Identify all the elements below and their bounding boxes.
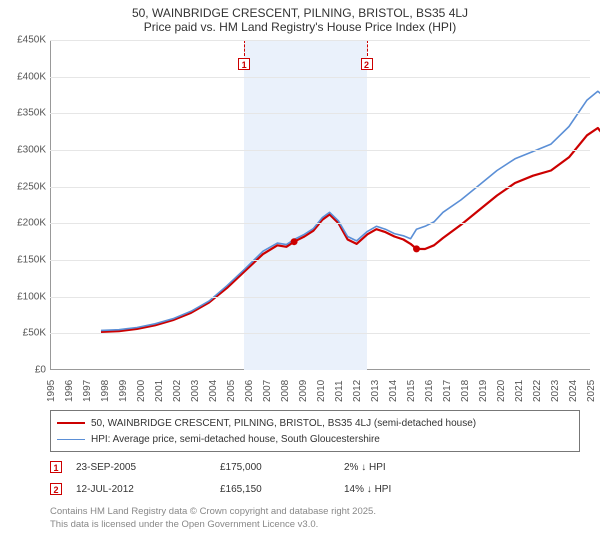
sale-price: £175,000 bbox=[220, 462, 330, 473]
sale-price: £165,150 bbox=[220, 484, 330, 495]
y-tick-label: £250K bbox=[0, 181, 46, 192]
gridline-h bbox=[50, 113, 590, 114]
y-tick-label: £150K bbox=[0, 255, 46, 266]
y-tick-label: £300K bbox=[0, 145, 46, 156]
attribution-footer: Contains HM Land Registry data © Crown c… bbox=[50, 506, 580, 532]
gridline-h bbox=[50, 77, 590, 78]
gridline-h bbox=[50, 40, 590, 41]
sale-marker-box: 1 bbox=[238, 58, 250, 70]
legend-swatch bbox=[57, 422, 85, 424]
chart-title-line2: Price paid vs. HM Land Registry's House … bbox=[0, 20, 600, 38]
gridline-h bbox=[50, 260, 590, 261]
sale-marker-dash bbox=[244, 40, 245, 56]
sale-marker-box: 2 bbox=[361, 58, 373, 70]
sale-marker-dot bbox=[291, 238, 298, 245]
sale-row-marker: 1 bbox=[50, 461, 62, 473]
sale-marker-dot bbox=[413, 245, 420, 252]
x-tick-label: 2025 bbox=[586, 380, 600, 402]
y-tick-label: £450K bbox=[0, 35, 46, 46]
y-tick-label: £350K bbox=[0, 108, 46, 119]
gridline-h bbox=[50, 297, 590, 298]
chart-area: 12 £0£50K£100K£150K£200K£250K£300K£350K£… bbox=[0, 40, 600, 400]
gridline-h bbox=[50, 333, 590, 334]
y-tick-label: £100K bbox=[0, 291, 46, 302]
legend-label: 50, WAINBRIDGE CRESCENT, PILNING, BRISTO… bbox=[91, 418, 476, 429]
legend-box: 50, WAINBRIDGE CRESCENT, PILNING, BRISTO… bbox=[50, 410, 580, 452]
sale-delta-hpi: 2% ↓ HPI bbox=[344, 462, 484, 473]
footer-line-2: This data is licensed under the Open Gov… bbox=[50, 519, 580, 532]
y-tick-label: £50K bbox=[0, 328, 46, 339]
line-layer bbox=[101, 40, 600, 370]
y-tick-label: £200K bbox=[0, 218, 46, 229]
sale-date: 12-JUL-2012 bbox=[76, 484, 206, 495]
series-hpi bbox=[101, 91, 600, 330]
plot-region: 12 bbox=[50, 40, 590, 370]
sale-date: 23-SEP-2005 bbox=[76, 462, 206, 473]
legend-swatch bbox=[57, 439, 85, 440]
y-tick-label: £400K bbox=[0, 71, 46, 82]
legend-row: 50, WAINBRIDGE CRESCENT, PILNING, BRISTO… bbox=[57, 415, 573, 431]
sale-delta-hpi: 14% ↓ HPI bbox=[344, 484, 484, 495]
series-price_paid bbox=[101, 128, 600, 332]
sale-row-marker: 2 bbox=[50, 483, 62, 495]
sale-row: 2 12-JUL-2012 £165,150 14% ↓ HPI bbox=[50, 478, 580, 500]
sale-marker-dash bbox=[367, 40, 368, 56]
sales-table: 1 23-SEP-2005 £175,000 2% ↓ HPI 2 12-JUL-2012… bbox=[50, 456, 580, 500]
gridline-h bbox=[50, 187, 590, 188]
legend-label: HPI: Average price, semi-detached house,… bbox=[91, 434, 380, 445]
gridline-h bbox=[50, 150, 590, 151]
footer-line-1: Contains HM Land Registry data © Crown c… bbox=[50, 506, 580, 519]
gridline-h bbox=[50, 223, 590, 224]
y-tick-label: £0 bbox=[0, 365, 46, 376]
legend-row: HPI: Average price, semi-detached house,… bbox=[57, 431, 573, 447]
chart-title-line1: 50, WAINBRIDGE CRESCENT, PILNING, BRISTO… bbox=[0, 0, 600, 20]
sale-row: 1 23-SEP-2005 £175,000 2% ↓ HPI bbox=[50, 456, 580, 478]
